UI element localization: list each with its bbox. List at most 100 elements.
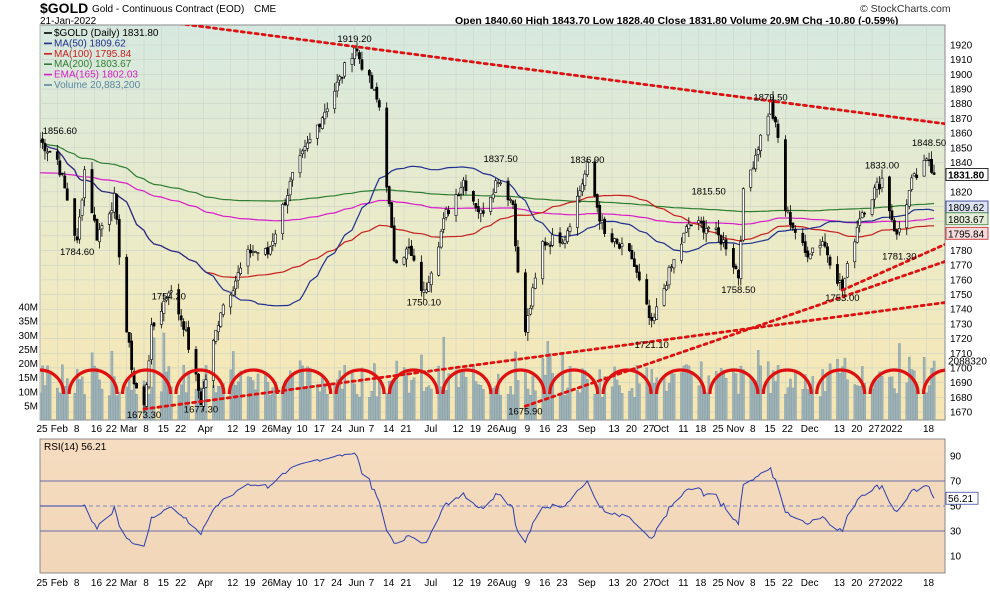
rsi-tick-label: 70	[950, 477, 962, 488]
volume-tick-label: 30M	[19, 331, 38, 342]
candle-body	[318, 123, 322, 128]
candle-body	[353, 47, 356, 59]
exchange: CME	[254, 4, 277, 15]
candle-body	[791, 222, 795, 229]
candle-body	[402, 257, 406, 265]
candle-body	[177, 289, 181, 315]
candle-body	[620, 243, 624, 247]
candle-body	[845, 263, 849, 278]
candle-body	[100, 225, 104, 230]
price-tick-label: 1720	[950, 334, 973, 345]
volume-bar	[177, 395, 181, 420]
candle-body	[471, 191, 475, 202]
chart-date: 21-Jan-2022	[40, 16, 97, 27]
candle-body	[355, 48, 359, 52]
x-tick-label: 26	[262, 424, 274, 435]
volume-tick-label: 5M	[24, 401, 38, 412]
volume-bar	[898, 343, 901, 420]
volume-bar	[150, 386, 153, 420]
volume-bar	[370, 391, 374, 420]
candle-body	[630, 249, 634, 260]
volume-bar	[308, 367, 312, 420]
candle-body	[481, 210, 485, 214]
volume-bar	[858, 386, 862, 420]
candle-body	[533, 277, 537, 289]
candle-body	[491, 193, 495, 199]
volume-bar	[75, 369, 79, 420]
x-tick-label: 8	[143, 578, 149, 589]
candle-body	[632, 258, 636, 267]
candle-body	[838, 280, 842, 283]
candle-body	[179, 315, 183, 321]
candle-body	[618, 243, 621, 249]
price-tick-label: 1770	[950, 261, 973, 272]
candle-body	[231, 290, 235, 296]
candle-body	[801, 232, 805, 244]
candle-body	[214, 329, 218, 342]
volume-bar	[843, 357, 847, 420]
candle-body	[754, 154, 758, 170]
volume-axis: 40M 35M 30M 25M 20M 15M 10M 5M 2088320	[19, 303, 988, 413]
volume-bar	[932, 360, 936, 420]
volume-bar	[873, 381, 876, 420]
volume-bar	[95, 367, 99, 420]
x-tick-label: Feb	[51, 578, 69, 589]
volume-bar	[596, 391, 599, 420]
candle-body	[95, 218, 99, 241]
volume-bar	[836, 359, 839, 420]
volume-bar	[804, 374, 807, 420]
volume-bar	[232, 351, 235, 420]
price-annotation: 1753.00	[825, 293, 859, 304]
x-tick-label: Feb	[51, 424, 69, 435]
volume-bar	[402, 367, 406, 420]
volume-tick-label: 15M	[19, 373, 38, 384]
value-flag-label: 1795.84	[948, 229, 985, 240]
cycle-arc	[227, 368, 279, 395]
volume-bar	[598, 369, 602, 420]
candle-body	[506, 180, 510, 201]
volume-bar	[462, 371, 465, 420]
volume-bar	[246, 376, 250, 420]
legend-entry: Volume 20,883,200	[54, 80, 141, 91]
x-tick-label: 26	[487, 578, 499, 589]
volume-bar	[620, 393, 624, 420]
x-tick-label: 22	[106, 578, 118, 589]
dotted-trendline	[142, 301, 945, 411]
candle-body	[58, 160, 62, 176]
x-tick-label: 20	[626, 578, 638, 589]
x-tick-label: Oct	[653, 424, 669, 435]
rsi-tick-label: 50	[950, 502, 962, 513]
x-tick-label: 7	[369, 578, 375, 589]
volume-bar	[737, 393, 740, 420]
volume-bar	[905, 382, 909, 420]
price-annotation: 1750.10	[407, 297, 441, 308]
x-tick-label: 16	[91, 578, 103, 589]
candle-body	[915, 174, 919, 179]
volume-bar	[771, 370, 775, 420]
candle-body	[687, 223, 691, 229]
volume-bar	[828, 363, 832, 420]
rsi-tick-label: 30	[950, 527, 962, 538]
candle-body	[932, 172, 936, 175]
volume-bar	[811, 376, 815, 420]
dotted-trendline	[523, 260, 945, 408]
volume-bar	[791, 387, 795, 420]
candle-body	[724, 239, 728, 250]
price-tick-label: 1750	[950, 290, 973, 301]
candle-body	[546, 243, 550, 245]
x-tick-label: 16	[539, 578, 551, 589]
candle-body	[439, 230, 443, 248]
candle-body	[662, 288, 666, 306]
price-annotation: 1815.50	[691, 186, 725, 197]
volume-bar	[165, 371, 168, 420]
volume-bar	[529, 394, 532, 420]
x-tick-label: 25	[713, 424, 725, 435]
candle-body	[689, 224, 693, 227]
price-annotation: 1721.10	[635, 340, 669, 351]
volume-bar	[388, 381, 391, 420]
x-axis-bottom: 25 Feb 8 16 22 Mar 8 15 22 Apr 12 19 26 May 10 17 24 Jun 7…	[36, 578, 934, 589]
volume-bar	[152, 337, 156, 420]
volume-bar	[170, 386, 173, 420]
